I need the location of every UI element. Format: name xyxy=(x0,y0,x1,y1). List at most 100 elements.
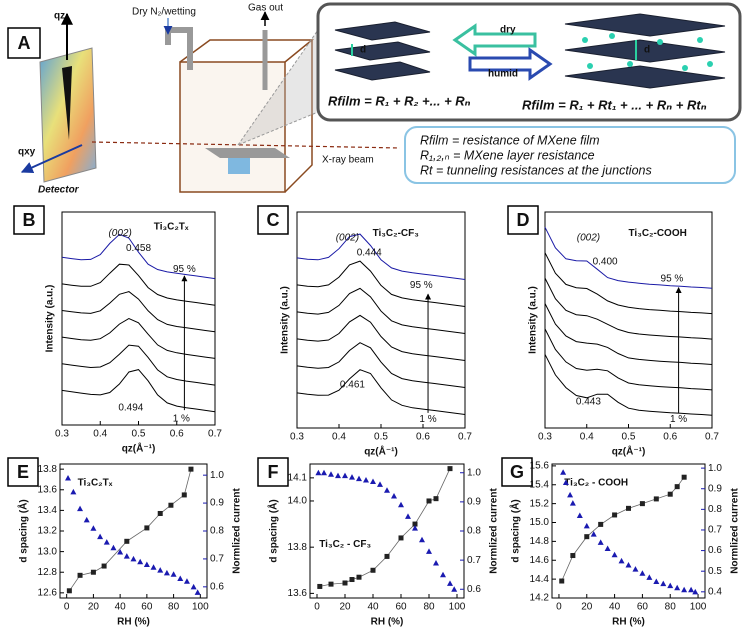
y-axis-label: Intensity (a.u.) xyxy=(45,285,56,353)
detector-label: Detector xyxy=(38,185,80,196)
annotation: 0.444 xyxy=(357,248,382,259)
point xyxy=(569,500,576,506)
x-tick-label: 0.7 xyxy=(458,432,472,443)
chart-title: Ti₃C₂ - CF₃ xyxy=(319,539,371,550)
annotation: 0.458 xyxy=(126,243,151,254)
point xyxy=(370,567,376,573)
x-tick-label: 0.5 xyxy=(374,432,388,443)
point xyxy=(447,466,453,472)
annotation: 95 % xyxy=(173,264,196,275)
point xyxy=(194,589,201,595)
humid-label: humid xyxy=(488,69,518,80)
detector-streak xyxy=(62,66,72,140)
curve xyxy=(61,344,216,386)
curve xyxy=(544,328,713,391)
point xyxy=(157,510,163,516)
chart-title: Ti₃C₂-COOH xyxy=(629,228,687,239)
y-axis-label: Intensity (a.u.) xyxy=(528,286,539,354)
panel-letter: C xyxy=(267,210,280,230)
point xyxy=(405,513,411,519)
y-tick-label: 14.6 xyxy=(530,555,550,566)
x-tick-label: 0.6 xyxy=(663,432,677,443)
y2-axis-label: Normlized current xyxy=(730,488,741,574)
y-tick-label: 13.2 xyxy=(38,526,58,537)
x-axis-label: qz(Å⁻¹) xyxy=(122,442,156,455)
point xyxy=(77,572,83,578)
point xyxy=(433,496,439,502)
point xyxy=(77,505,84,512)
x-tick-label: 0 xyxy=(64,602,70,613)
water-molecules xyxy=(582,33,713,71)
x-axis-label: RH (%) xyxy=(371,617,404,628)
curve xyxy=(296,314,466,361)
y2-tick-label: 1.0 xyxy=(210,470,224,481)
y-axis-label: d spacing (Å) xyxy=(17,499,30,562)
y-tick-label: 14.1 xyxy=(288,473,308,484)
annotation: 0.400 xyxy=(593,256,618,267)
humid-arrow xyxy=(468,47,553,81)
point xyxy=(433,560,439,566)
annotation: (002) xyxy=(336,233,359,244)
x-tick-label: 20 xyxy=(581,602,593,613)
x-tick-label: 0.4 xyxy=(580,432,594,443)
flakes-dry xyxy=(334,21,431,81)
point xyxy=(335,472,341,479)
x-tick-label: 0.3 xyxy=(290,432,304,443)
x-tick-label: 0 xyxy=(556,602,562,613)
point xyxy=(317,583,323,589)
x-tick-label: 20 xyxy=(88,602,100,613)
y-tick-label: 13.0 xyxy=(38,546,58,557)
panel-letter-box xyxy=(257,457,289,487)
point xyxy=(124,538,130,544)
point xyxy=(567,491,574,498)
y2-tick-label: 0.6 xyxy=(210,581,224,592)
fit-line xyxy=(561,476,685,582)
point xyxy=(570,553,576,559)
x-tick-label: 60 xyxy=(395,602,407,613)
qxy-arrow xyxy=(20,144,83,174)
panel-letter-box xyxy=(507,205,539,235)
point xyxy=(130,555,137,562)
point xyxy=(440,571,446,578)
y2-tick-label: 0.9 xyxy=(467,497,481,508)
x-axis-label: RH (%) xyxy=(612,617,645,628)
x-tick-label: 40 xyxy=(115,602,127,613)
x-tick-label: 80 xyxy=(168,602,180,613)
point xyxy=(576,512,583,519)
point xyxy=(398,501,404,508)
x-ray-beam xyxy=(91,141,401,149)
x-tick-label: 40 xyxy=(609,602,621,613)
x-tick-label: 100 xyxy=(449,602,466,613)
point xyxy=(384,487,390,493)
curve xyxy=(61,317,216,359)
point xyxy=(349,474,355,480)
point xyxy=(692,588,699,595)
panel-letter: G xyxy=(510,462,524,482)
annotation: 95 % xyxy=(410,280,433,291)
y-tick-label: 13.4 xyxy=(38,505,58,516)
point xyxy=(598,521,604,527)
panel-letter: F xyxy=(268,462,279,482)
point xyxy=(177,575,184,581)
point xyxy=(157,567,164,573)
point xyxy=(110,544,117,551)
x-tick-label: 0.7 xyxy=(705,432,719,443)
curve xyxy=(61,369,216,413)
curve xyxy=(296,260,466,307)
fit-line xyxy=(319,468,451,587)
chart-title: Ti₃C₂Tₓ xyxy=(78,477,113,488)
point xyxy=(419,536,425,543)
point xyxy=(342,580,348,586)
x-tick-label: 20 xyxy=(339,602,351,613)
y2-tick-label: 0.8 xyxy=(210,526,224,537)
legend-entry: R₁,₂,ₙ = MXene layer resistance xyxy=(420,148,595,162)
curve xyxy=(61,233,216,280)
y2-tick-label: 0.8 xyxy=(708,504,722,515)
point xyxy=(183,578,190,584)
point xyxy=(559,578,565,584)
point xyxy=(667,582,674,589)
x-tick-label: 0.7 xyxy=(208,429,222,440)
annotation: 1 % xyxy=(173,413,190,424)
point xyxy=(168,502,174,508)
